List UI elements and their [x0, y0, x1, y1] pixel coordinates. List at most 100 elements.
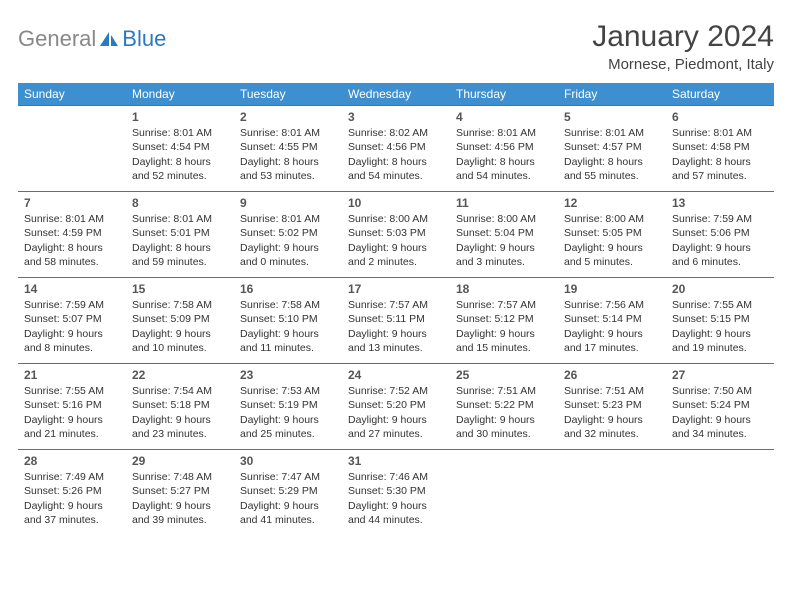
day-number: 1	[132, 109, 228, 125]
sunrise-text: Sunrise: 8:01 AM	[240, 212, 336, 226]
day-number: 12	[564, 195, 660, 211]
calendar-week-row: 14Sunrise: 7:59 AMSunset: 5:07 PMDayligh…	[18, 278, 774, 364]
sunset-text: Sunset: 5:10 PM	[240, 312, 336, 326]
daylight-text: and 2 minutes.	[348, 255, 444, 269]
sunset-text: Sunset: 5:18 PM	[132, 398, 228, 412]
calendar-cell: 31Sunrise: 7:46 AMSunset: 5:30 PMDayligh…	[342, 450, 450, 536]
day-number: 21	[24, 367, 120, 383]
daylight-text: and 44 minutes.	[348, 513, 444, 527]
daylight-text: and 15 minutes.	[456, 341, 552, 355]
day-number: 28	[24, 453, 120, 469]
sunrise-text: Sunrise: 7:47 AM	[240, 470, 336, 484]
calendar-week-row: 28Sunrise: 7:49 AMSunset: 5:26 PMDayligh…	[18, 450, 774, 536]
calendar-cell: 30Sunrise: 7:47 AMSunset: 5:29 PMDayligh…	[234, 450, 342, 536]
sunset-text: Sunset: 5:02 PM	[240, 226, 336, 240]
sunrise-text: Sunrise: 7:49 AM	[24, 470, 120, 484]
sunset-text: Sunset: 5:27 PM	[132, 484, 228, 498]
calendar-cell: 1Sunrise: 8:01 AMSunset: 4:54 PMDaylight…	[126, 106, 234, 192]
sunset-text: Sunset: 4:54 PM	[132, 140, 228, 154]
sunset-text: Sunset: 5:03 PM	[348, 226, 444, 240]
day-number: 23	[240, 367, 336, 383]
sunset-text: Sunset: 5:06 PM	[672, 226, 768, 240]
calendar-week-row: 1Sunrise: 8:01 AMSunset: 4:54 PMDaylight…	[18, 106, 774, 192]
daylight-text: and 5 minutes.	[564, 255, 660, 269]
logo: General Blue	[18, 20, 166, 52]
daylight-text: Daylight: 9 hours	[240, 327, 336, 341]
calendar-cell: 10Sunrise: 8:00 AMSunset: 5:03 PMDayligh…	[342, 192, 450, 278]
daylight-text: and 19 minutes.	[672, 341, 768, 355]
daylight-text: and 32 minutes.	[564, 427, 660, 441]
day-number: 18	[456, 281, 552, 297]
calendar-cell	[558, 450, 666, 536]
daylight-text: Daylight: 9 hours	[672, 241, 768, 255]
daylight-text: Daylight: 9 hours	[240, 413, 336, 427]
calendar-cell	[666, 450, 774, 536]
month-title: January 2024	[592, 20, 774, 54]
daylight-text: Daylight: 9 hours	[672, 327, 768, 341]
daylight-text: Daylight: 9 hours	[24, 499, 120, 513]
daylight-text: and 17 minutes.	[564, 341, 660, 355]
sunset-text: Sunset: 5:23 PM	[564, 398, 660, 412]
daylight-text: and 59 minutes.	[132, 255, 228, 269]
sunrise-text: Sunrise: 7:53 AM	[240, 384, 336, 398]
day-number: 22	[132, 367, 228, 383]
daylight-text: and 58 minutes.	[24, 255, 120, 269]
day-number: 4	[456, 109, 552, 125]
day-number: 29	[132, 453, 228, 469]
calendar-cell: 2Sunrise: 8:01 AMSunset: 4:55 PMDaylight…	[234, 106, 342, 192]
day-header: Thursday	[450, 83, 558, 106]
calendar-cell: 28Sunrise: 7:49 AMSunset: 5:26 PMDayligh…	[18, 450, 126, 536]
sunset-text: Sunset: 4:56 PM	[348, 140, 444, 154]
sunset-text: Sunset: 5:09 PM	[132, 312, 228, 326]
daylight-text: Daylight: 9 hours	[24, 413, 120, 427]
day-header: Monday	[126, 83, 234, 106]
daylight-text: Daylight: 8 hours	[132, 155, 228, 169]
daylight-text: Daylight: 8 hours	[672, 155, 768, 169]
day-number: 8	[132, 195, 228, 211]
day-number: 31	[348, 453, 444, 469]
header: General Blue January 2024 Mornese, Piedm…	[18, 20, 774, 73]
sunrise-text: Sunrise: 7:56 AM	[564, 298, 660, 312]
daylight-text: and 52 minutes.	[132, 169, 228, 183]
daylight-text: Daylight: 9 hours	[456, 413, 552, 427]
day-header: Friday	[558, 83, 666, 106]
day-header: Sunday	[18, 83, 126, 106]
day-number: 20	[672, 281, 768, 297]
calendar-cell: 15Sunrise: 7:58 AMSunset: 5:09 PMDayligh…	[126, 278, 234, 364]
sunrise-text: Sunrise: 8:00 AM	[564, 212, 660, 226]
sunrise-text: Sunrise: 7:55 AM	[24, 384, 120, 398]
calendar-cell: 29Sunrise: 7:48 AMSunset: 5:27 PMDayligh…	[126, 450, 234, 536]
day-number: 17	[348, 281, 444, 297]
calendar-cell: 8Sunrise: 8:01 AMSunset: 5:01 PMDaylight…	[126, 192, 234, 278]
sunset-text: Sunset: 5:26 PM	[24, 484, 120, 498]
daylight-text: Daylight: 9 hours	[348, 241, 444, 255]
daylight-text: and 41 minutes.	[240, 513, 336, 527]
sunset-text: Sunset: 5:20 PM	[348, 398, 444, 412]
daylight-text: Daylight: 9 hours	[564, 413, 660, 427]
daylight-text: Daylight: 9 hours	[132, 499, 228, 513]
calendar-cell: 23Sunrise: 7:53 AMSunset: 5:19 PMDayligh…	[234, 364, 342, 450]
sunset-text: Sunset: 5:14 PM	[564, 312, 660, 326]
daylight-text: Daylight: 9 hours	[240, 241, 336, 255]
daylight-text: Daylight: 9 hours	[348, 413, 444, 427]
sunrise-text: Sunrise: 7:48 AM	[132, 470, 228, 484]
day-number: 30	[240, 453, 336, 469]
sunrise-text: Sunrise: 7:59 AM	[24, 298, 120, 312]
daylight-text: Daylight: 9 hours	[564, 327, 660, 341]
daylight-text: and 23 minutes.	[132, 427, 228, 441]
daylight-text: and 0 minutes.	[240, 255, 336, 269]
location-text: Mornese, Piedmont, Italy	[592, 56, 774, 73]
daylight-text: and 54 minutes.	[348, 169, 444, 183]
calendar-cell: 19Sunrise: 7:56 AMSunset: 5:14 PMDayligh…	[558, 278, 666, 364]
sunrise-text: Sunrise: 7:55 AM	[672, 298, 768, 312]
daylight-text: and 3 minutes.	[456, 255, 552, 269]
sunset-text: Sunset: 5:12 PM	[456, 312, 552, 326]
calendar-cell	[450, 450, 558, 536]
sunrise-text: Sunrise: 8:01 AM	[24, 212, 120, 226]
title-block: January 2024 Mornese, Piedmont, Italy	[592, 20, 774, 73]
daylight-text: and 53 minutes.	[240, 169, 336, 183]
day-number: 27	[672, 367, 768, 383]
sunrise-text: Sunrise: 8:02 AM	[348, 126, 444, 140]
day-number: 14	[24, 281, 120, 297]
sunrise-text: Sunrise: 8:01 AM	[456, 126, 552, 140]
